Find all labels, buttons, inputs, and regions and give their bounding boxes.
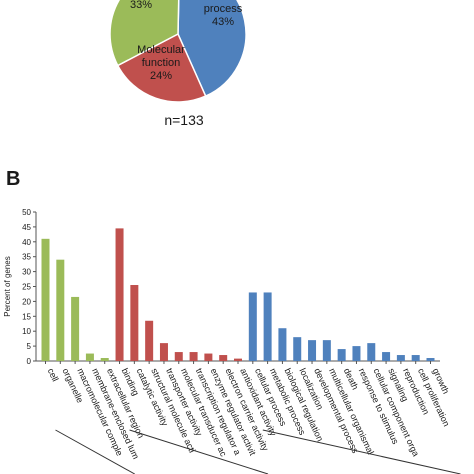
bar-signaling <box>382 352 391 361</box>
group-bracket-cellular-component <box>55 429 135 474</box>
bar-response-to-stimulus <box>352 346 361 361</box>
group-bracket-biological-process <box>262 429 461 474</box>
y-tick-label: 15 <box>22 312 31 321</box>
bar-cellular-component-orga <box>367 343 376 361</box>
bar-structural-molecule-acti <box>145 320 154 361</box>
category-label: cell <box>46 367 61 383</box>
bar-enzyme-regulator-activit <box>204 353 213 361</box>
bar-organelle <box>56 259 65 361</box>
pie-sample-size: n=133 <box>164 112 204 128</box>
pie-label-molecular-function: 24% <box>150 70 172 82</box>
bar-macromolecular-comple <box>71 296 80 361</box>
pie-slice-molecular-function <box>116 32 207 103</box>
pie-label-molecular-function: function <box>142 57 181 69</box>
bar-antioxidant-activity <box>234 358 242 361</box>
y-tick-label: 5 <box>27 342 32 351</box>
bar-cell <box>41 238 50 361</box>
y-tick-label: 50 <box>22 208 31 217</box>
y-tick-label: 45 <box>22 223 31 232</box>
bar-electron-carrier-activity <box>219 355 228 361</box>
bar-reproduction <box>396 355 405 361</box>
y-tick-label: 20 <box>22 297 31 306</box>
y-axis-title: Percent of genes <box>3 256 12 316</box>
y-tick-label: 25 <box>22 283 31 292</box>
bar-metabolic-process <box>263 292 272 361</box>
pie-slice-cellular-component <box>109 0 180 67</box>
bar-cellular-process <box>248 292 257 361</box>
pie-label-molecular-function: Molecular <box>137 44 185 56</box>
bar-transcription-regulator-a <box>189 352 198 361</box>
bar-death <box>337 349 346 361</box>
pie-label-cellular-component: 33% <box>130 0 152 11</box>
bar-cell-proliferation <box>411 355 420 361</box>
pie-label-biological-process: 43% <box>212 16 234 28</box>
bar-multicellular-organismal <box>322 340 331 361</box>
bar-catalytic-activity <box>130 285 139 361</box>
bar-membrane-enclosed-lum <box>85 353 94 361</box>
group-bracket-molecular-function <box>129 429 269 474</box>
bar-molecular-transducer-ac <box>174 352 183 361</box>
pie-label-biological-process: process <box>204 3 243 15</box>
y-tick-label: 35 <box>22 253 31 262</box>
bar-chart: 0 5 10 15 20 25 30 35 40 45 50 Percent of genes cell… <box>3 208 461 474</box>
bar-developmental-process <box>308 340 317 361</box>
y-tick-label: 0 <box>27 357 32 366</box>
bar-growth <box>426 358 435 361</box>
y-tick-label: 40 <box>22 238 31 247</box>
bar-localization <box>293 337 302 361</box>
bar-extracellular-region <box>100 358 109 361</box>
panel-b-label: B <box>6 168 20 190</box>
bar-biological-regulation <box>278 328 287 361</box>
y-tick-label: 30 <box>22 268 31 277</box>
y-tick-label: 10 <box>22 327 31 336</box>
bar-binding <box>115 228 124 361</box>
bar-transporter-activity <box>159 343 168 361</box>
